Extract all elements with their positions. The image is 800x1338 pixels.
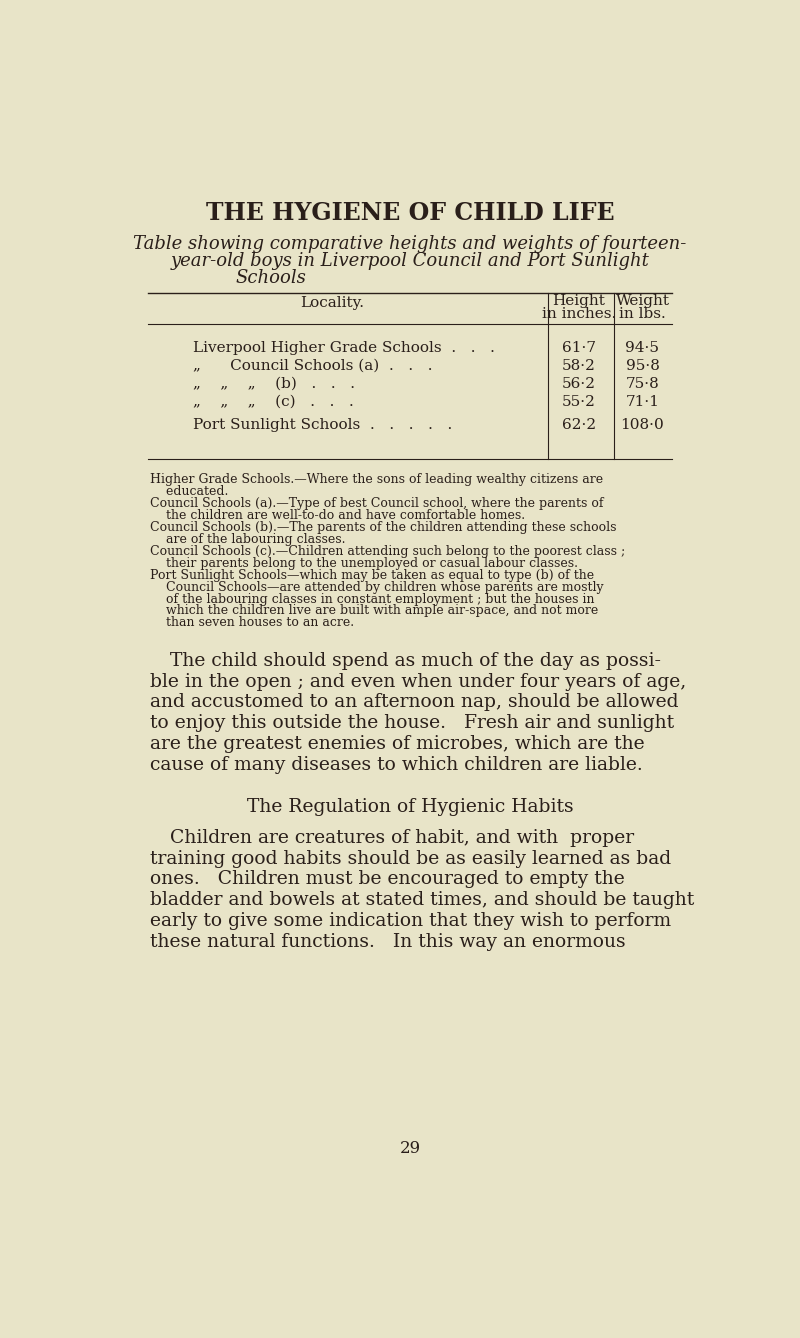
Text: 58·2: 58·2	[562, 359, 596, 373]
Text: 55·2: 55·2	[562, 395, 596, 408]
Text: The child should spend as much of the day as possi-: The child should spend as much of the da…	[170, 652, 661, 670]
Text: „    „    „    (b)   .   .   .: „ „ „ (b) . . .	[193, 377, 355, 391]
Text: in lbs.: in lbs.	[619, 306, 666, 321]
Text: 62·2: 62·2	[562, 417, 596, 432]
Text: THE HYGIENE OF CHILD LIFE: THE HYGIENE OF CHILD LIFE	[206, 201, 614, 225]
Text: Council Schools (a).—Type of best Council school, where the parents of: Council Schools (a).—Type of best Counci…	[150, 496, 604, 510]
Text: 29: 29	[399, 1140, 421, 1157]
Text: educated.: educated.	[150, 486, 229, 498]
Text: Height: Height	[553, 294, 606, 309]
Text: bladder and bowels at stated times, and should be taught: bladder and bowels at stated times, and …	[150, 891, 694, 910]
Text: „    „    „    (c)   .   .   .: „ „ „ (c) . . .	[193, 395, 354, 408]
Text: 56·2: 56·2	[562, 377, 596, 391]
Text: are the greatest enemies of microbes, which are the: are the greatest enemies of microbes, wh…	[150, 735, 645, 753]
Text: than seven houses to an acre.: than seven houses to an acre.	[150, 617, 354, 629]
Text: cause of many diseases to which children are liable.: cause of many diseases to which children…	[150, 756, 643, 773]
Text: year-old boys in Liverpool Council and Port Sunlight: year-old boys in Liverpool Council and P…	[170, 252, 650, 270]
Text: early to give some indication that they wish to perform: early to give some indication that they …	[150, 913, 671, 930]
Text: The Regulation of Hygienic Habits: The Regulation of Hygienic Habits	[246, 799, 574, 816]
Text: 75·8: 75·8	[626, 377, 659, 391]
Text: 95·8: 95·8	[626, 359, 659, 373]
Text: Port Sunlight Schools  .   .   .   .   .: Port Sunlight Schools . . . . .	[193, 417, 452, 432]
Text: 94·5: 94·5	[626, 341, 659, 356]
Text: Council Schools (c).—Children attending such belong to the poorest class ;: Council Schools (c).—Children attending …	[150, 545, 626, 558]
Text: Schools: Schools	[236, 269, 306, 286]
Text: these natural functions.   In this way an enormous: these natural functions. In this way an …	[150, 933, 626, 951]
Text: Council Schools—are attended by children whose parents are mostly: Council Schools—are attended by children…	[150, 581, 604, 594]
Text: of the labouring classes in constant employment ; but the houses in: of the labouring classes in constant emp…	[150, 593, 595, 606]
Text: training good habits should be as easily learned as bad: training good habits should be as easily…	[150, 850, 671, 868]
Text: Council Schools (b).—The parents of the children attending these schools: Council Schools (b).—The parents of the …	[150, 520, 617, 534]
Text: 61·7: 61·7	[562, 341, 596, 356]
Text: Higher Grade Schools.—Where the sons of leading wealthy citizens are: Higher Grade Schools.—Where the sons of …	[150, 474, 603, 486]
Text: and accustomed to an afternoon nap, should be allowed: and accustomed to an afternoon nap, shou…	[150, 693, 679, 712]
Text: Table showing comparative heights and weights of fourteen-: Table showing comparative heights and we…	[134, 234, 686, 253]
Text: Children are creatures of habit, and with  proper: Children are creatures of habit, and wit…	[170, 830, 634, 847]
Text: 71·1: 71·1	[626, 395, 659, 408]
Text: which the children live are built with ample air-space, and not more: which the children live are built with a…	[150, 605, 598, 617]
Text: Weight: Weight	[615, 294, 670, 309]
Text: to enjoy this outside the house.   Fresh air and sunlight: to enjoy this outside the house. Fresh a…	[150, 714, 674, 732]
Text: the children are well-to-do and have comfortable homes.: the children are well-to-do and have com…	[150, 508, 526, 522]
Text: Port Sunlight Schools—which may be taken as equal to type (b) of the: Port Sunlight Schools—which may be taken…	[150, 569, 594, 582]
Text: Locality.: Locality.	[301, 296, 365, 310]
Text: ones.   Children must be encouraged to empty the: ones. Children must be encouraged to emp…	[150, 871, 625, 888]
Text: „      Council Schools (a)  .   .   .: „ Council Schools (a) . . .	[193, 359, 433, 373]
Text: are of the labouring classes.: are of the labouring classes.	[150, 533, 346, 546]
Text: 108·0: 108·0	[621, 417, 664, 432]
Text: ble in the open ; and even when under four years of age,: ble in the open ; and even when under fo…	[150, 673, 686, 690]
Text: Liverpool Higher Grade Schools  .   .   .: Liverpool Higher Grade Schools . . .	[193, 341, 495, 356]
Text: in inches.: in inches.	[542, 306, 616, 321]
Text: their parents belong to the unemployed or casual labour classes.: their parents belong to the unemployed o…	[150, 557, 578, 570]
